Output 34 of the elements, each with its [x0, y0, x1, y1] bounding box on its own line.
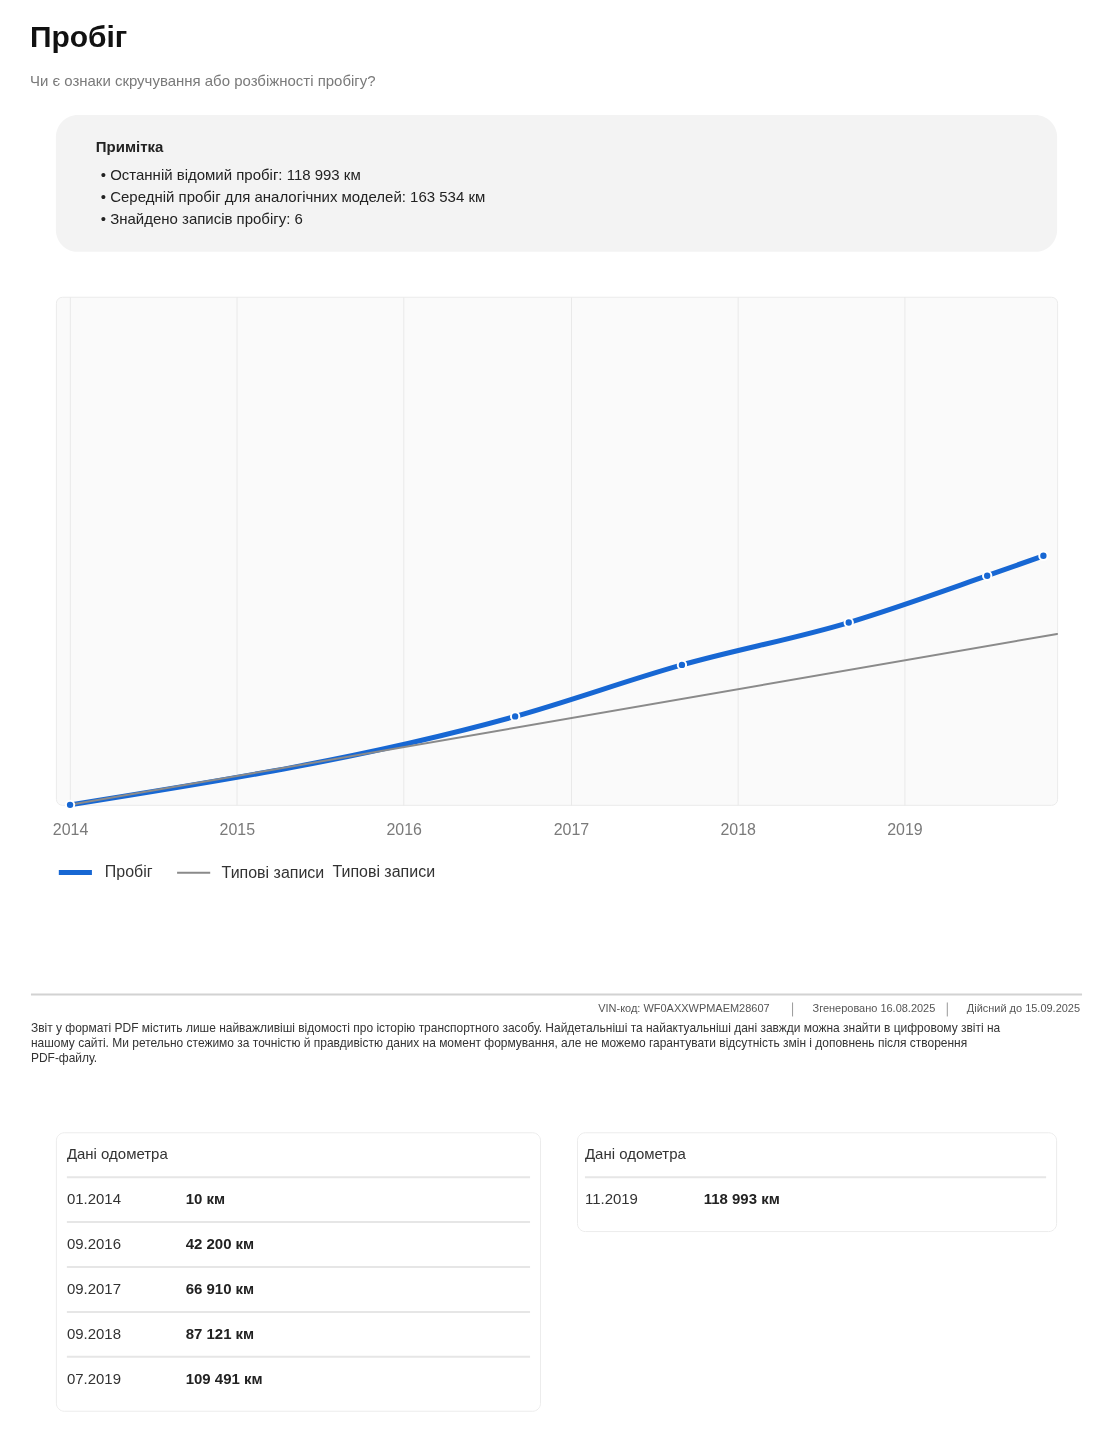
chart-title: Пробіг	[29, 20, 128, 54]
text: 42 200 км	[185, 1235, 255, 1253]
text: 109 491 км	[185, 1369, 263, 1387]
text: Звіт у форматі PDF містить лише найважливіші відомості про історію транспортного засобу. Найдетальніші та найактуальніші дані завжди можна знайти в цифровому звіті на нашому сайті. Ми ретельно стежимо за точністю й правдивістю даних на момент формування, але не можемо гарантувати відсутність змін і доповнень після створення PDF-файлу.	[30, 1021, 1001, 1066]
legend-label: Пробіг	[104, 863, 153, 881]
x-tick-label: 2014	[52, 821, 89, 839]
text: Примітка	[95, 138, 164, 156]
text: Дані одометра	[66, 1145, 169, 1163]
text: 07.2019	[66, 1369, 121, 1387]
point	[982, 570, 993, 581]
x-tick-label: 2015	[219, 821, 256, 839]
text: Типові записи	[332, 862, 436, 880]
text: 66 910 км	[185, 1279, 255, 1297]
text: 11.2019	[584, 1190, 638, 1208]
chart-subtitle: Чи є ознаки скручування або розбіжності пробігу?	[29, 72, 376, 90]
text: Дані одометра	[584, 1145, 687, 1163]
legend-label: Типові записи	[221, 863, 325, 881]
text: 09.2017	[66, 1279, 121, 1297]
text: • Останній відомий пробіг: 118 993 км	[100, 165, 361, 183]
text: 118 993 км	[703, 1190, 780, 1208]
x-tick-label: 2016	[386, 821, 423, 839]
text: Згенеровано 16.08.2025	[812, 1002, 936, 1015]
text: 09.2016	[66, 1235, 121, 1253]
text: 01.2014	[66, 1190, 121, 1208]
text: 87 121 км	[185, 1324, 255, 1342]
x-tick-label: 2017	[553, 821, 590, 839]
text: • Середній пробіг для аналогічних моделей: 163 534 км	[100, 187, 486, 205]
text: 09.2018	[66, 1324, 121, 1342]
text: Дійсний до 15.09.2025	[966, 1002, 1081, 1015]
text: • Знайдено записів пробігу: 6	[100, 209, 303, 227]
x-tick-label: 2018	[720, 821, 757, 839]
text: 10 км	[185, 1190, 226, 1208]
text: VIN-код: WF0AXXWPMAEM28607	[598, 1002, 770, 1015]
x-tick-label: 2019	[887, 821, 923, 839]
